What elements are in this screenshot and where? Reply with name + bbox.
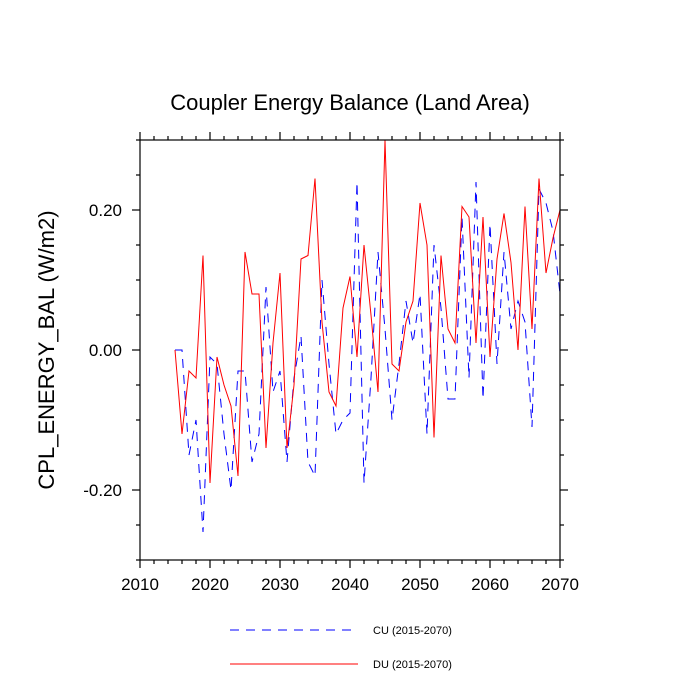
x-tick-label: 2050 — [401, 575, 439, 594]
x-tick-label: 2040 — [331, 575, 369, 594]
y-tick-label: -0.20 — [83, 481, 122, 500]
x-tick-label: 2060 — [471, 575, 509, 594]
axis-ticks — [132, 132, 568, 568]
legend: CU (2015-2070) DU (2015-2070) — [230, 625, 452, 671]
series-layer — [174, 139, 561, 533]
chart-title: Coupler Energy Balance (Land Area) — [170, 90, 530, 115]
legend-label-du: DU (2015-2070) — [373, 659, 452, 671]
x-tick-label: 2070 — [541, 575, 579, 594]
x-tick-label: 2030 — [261, 575, 299, 594]
plot-frame — [139, 139, 561, 561]
y-tick-label: 0.20 — [89, 201, 122, 220]
series-line-cu — [175, 181, 561, 533]
series-line-du — [174, 139, 561, 484]
y-tick-label: 0.00 — [89, 341, 122, 360]
y-axis-label: CPL_ENERGY_BAL (W/m2) — [34, 210, 59, 489]
tick-labels: 2010 2020 2030 2040 2050 2060 2070 -0.20 0.00 0.2… — [83, 201, 579, 594]
x-tick-label: 2020 — [191, 575, 229, 594]
x-tick-label: 2010 — [121, 575, 159, 594]
legend-label-cu: CU (2015-2070) — [373, 625, 452, 637]
